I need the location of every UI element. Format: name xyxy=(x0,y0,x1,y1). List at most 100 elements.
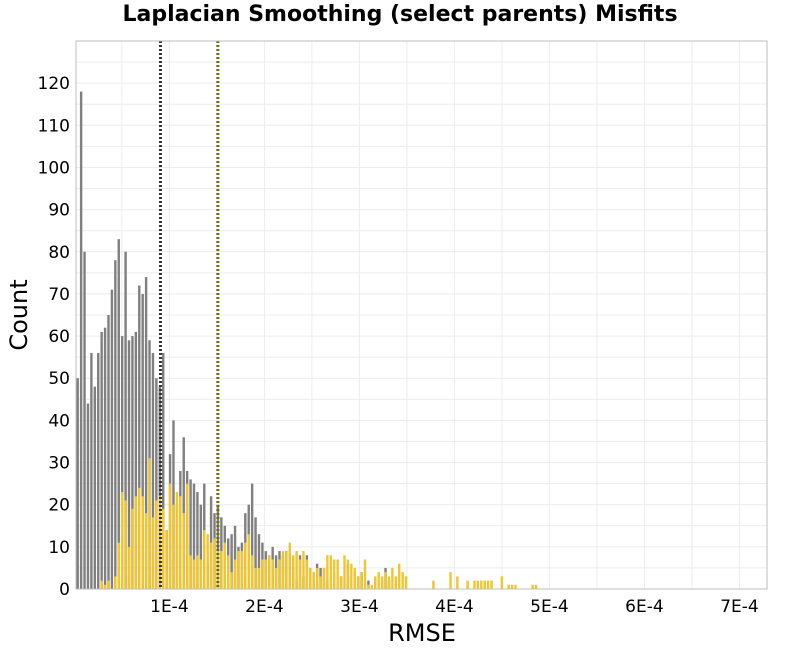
y-axis-label: Count xyxy=(5,279,33,350)
histogram-bar-series-1 xyxy=(100,331,103,589)
histogram-bar-series-2 xyxy=(155,500,158,589)
histogram-bar-series-2 xyxy=(278,559,281,589)
histogram-bar-series-2 xyxy=(384,572,387,589)
histogram-bar-series-2 xyxy=(165,529,168,589)
histogram-bar-series-2 xyxy=(100,580,103,589)
histogram-bar-series-2 xyxy=(480,580,483,589)
histogram-bar-series-2 xyxy=(114,576,117,589)
histogram-bar-series-2 xyxy=(490,580,493,589)
histogram-bar-series-2 xyxy=(315,567,319,589)
y-tick-label: 100 xyxy=(38,158,70,178)
histogram-bar-series-2 xyxy=(374,576,377,589)
histogram-bar-series-2 xyxy=(343,555,346,589)
y-tick-label: 0 xyxy=(59,580,70,600)
histogram-bar-series-1 xyxy=(103,327,107,589)
histogram-bar-series-2 xyxy=(230,572,233,589)
y-tick-label: 30 xyxy=(48,454,70,474)
histogram-bar-series-2 xyxy=(213,538,216,589)
y-tick-label: 40 xyxy=(48,411,70,431)
histogram-bar-series-2 xyxy=(356,576,360,589)
histogram-bar-series-1 xyxy=(76,378,79,589)
histogram-bar-series-2 xyxy=(500,576,504,589)
bars-layer xyxy=(76,91,538,589)
histogram-bar-series-1 xyxy=(117,239,120,589)
histogram-bar-series-2 xyxy=(274,567,278,589)
histogram-bar-series-2 xyxy=(298,559,302,589)
histogram-bar-series-1 xyxy=(144,277,148,589)
histogram-bar-series-2 xyxy=(336,559,339,589)
histogram-bar-series-2 xyxy=(257,567,261,589)
x-tick-label: 4E-4 xyxy=(435,597,474,617)
histogram-bar-series-1 xyxy=(110,289,114,589)
histogram-bar-series-2 xyxy=(233,559,237,589)
histogram-bar-series-1 xyxy=(254,517,257,589)
histogram-bar-series-2 xyxy=(175,492,179,589)
histogram-bar-series-2 xyxy=(138,487,141,589)
y-tick-label: 60 xyxy=(48,327,70,347)
histogram-bar-series-2 xyxy=(264,559,268,589)
histogram-bar-series-1 xyxy=(250,483,254,589)
histogram-bar-series-2 xyxy=(226,555,230,589)
y-tick-label: 110 xyxy=(38,116,70,136)
histogram-bar-series-2 xyxy=(486,580,490,589)
histogram-bar-series-2 xyxy=(510,584,514,589)
histogram-bar-series-1 xyxy=(120,336,124,589)
histogram-bar-series-1 xyxy=(141,293,144,589)
histogram-bar-series-2 xyxy=(120,492,124,589)
histogram-bar-series-2 xyxy=(168,483,172,589)
histogram-bar-series-2 xyxy=(288,542,291,589)
tick-labels: 0 10 20 30 40 50 60 70 80 90 100 110 120 1E-4 2E-4 3E-4… xyxy=(38,74,759,617)
y-tick-label: 70 xyxy=(48,285,70,305)
histogram-bar-series-2 xyxy=(185,483,189,589)
histogram-bar-series-2 xyxy=(531,584,534,589)
histogram-bar-series-2 xyxy=(456,576,459,589)
histogram-bar-series-2 xyxy=(326,555,329,589)
histogram-bar-series-2 xyxy=(127,546,131,589)
histogram-bar-series-2 xyxy=(404,576,408,589)
histogram-bar-series-1 xyxy=(199,504,203,589)
chart-title: Laplacian Smoothing (select parents) Mis… xyxy=(122,2,678,27)
histogram-bar-series-2 xyxy=(401,572,404,589)
histogram-bar-series-1 xyxy=(189,479,192,589)
histogram-bar-series-2 xyxy=(514,584,517,589)
histogram-bar-series-2 xyxy=(151,517,155,589)
histogram-bar-series-2 xyxy=(353,567,356,589)
histogram-bar-series-1 xyxy=(79,91,83,589)
histogram-bar-series-2 xyxy=(319,576,322,589)
histogram-bar-series-2 xyxy=(449,572,452,589)
histogram-bar-series-2 xyxy=(302,551,305,589)
histogram-bar-series-1 xyxy=(257,534,261,589)
histogram-bar-series-2 xyxy=(172,504,175,589)
histogram-bar-series-1 xyxy=(230,534,233,589)
histogram-bar-series-2 xyxy=(360,572,363,589)
y-tick-label: 10 xyxy=(48,538,70,558)
histogram-bar-series-2 xyxy=(370,584,374,589)
plot-frame xyxy=(75,40,768,590)
histogram-bar-series-1 xyxy=(127,340,131,589)
histogram-bar-series-2 xyxy=(534,584,538,589)
histogram-bar-series-2 xyxy=(244,542,247,589)
histogram-bar-series-2 xyxy=(380,576,384,589)
histogram-bar-series-1 xyxy=(131,336,134,589)
histogram-bar-series-2 xyxy=(281,551,285,589)
histogram-bar-series-2 xyxy=(220,551,223,589)
histogram-bar-series-2 xyxy=(162,508,165,589)
histogram-bar-series-1 xyxy=(138,285,141,589)
histogram-bar-series-2 xyxy=(206,534,209,589)
histogram-bar-series-2 xyxy=(466,580,469,589)
histogram-bar-series-2 xyxy=(339,576,343,589)
x-tick-label: 2E-4 xyxy=(245,597,284,617)
histogram-bar-series-2 xyxy=(309,567,312,589)
histogram-bar-series-2 xyxy=(291,555,295,589)
histogram-bar-series-1 xyxy=(196,492,199,589)
histogram-bar-series-2 xyxy=(209,542,213,589)
histogram-bar-series-2 xyxy=(107,580,110,589)
histogram-bar-series-2 xyxy=(223,542,226,589)
histogram-bar-series-2 xyxy=(117,542,120,589)
x-tick-label: 6E-4 xyxy=(625,597,664,617)
histogram-bar-series-2 xyxy=(131,508,134,589)
histogram-bar-series-2 xyxy=(134,496,138,589)
x-axis-label: RMSE xyxy=(388,619,456,647)
y-tick-label: 50 xyxy=(48,369,70,389)
